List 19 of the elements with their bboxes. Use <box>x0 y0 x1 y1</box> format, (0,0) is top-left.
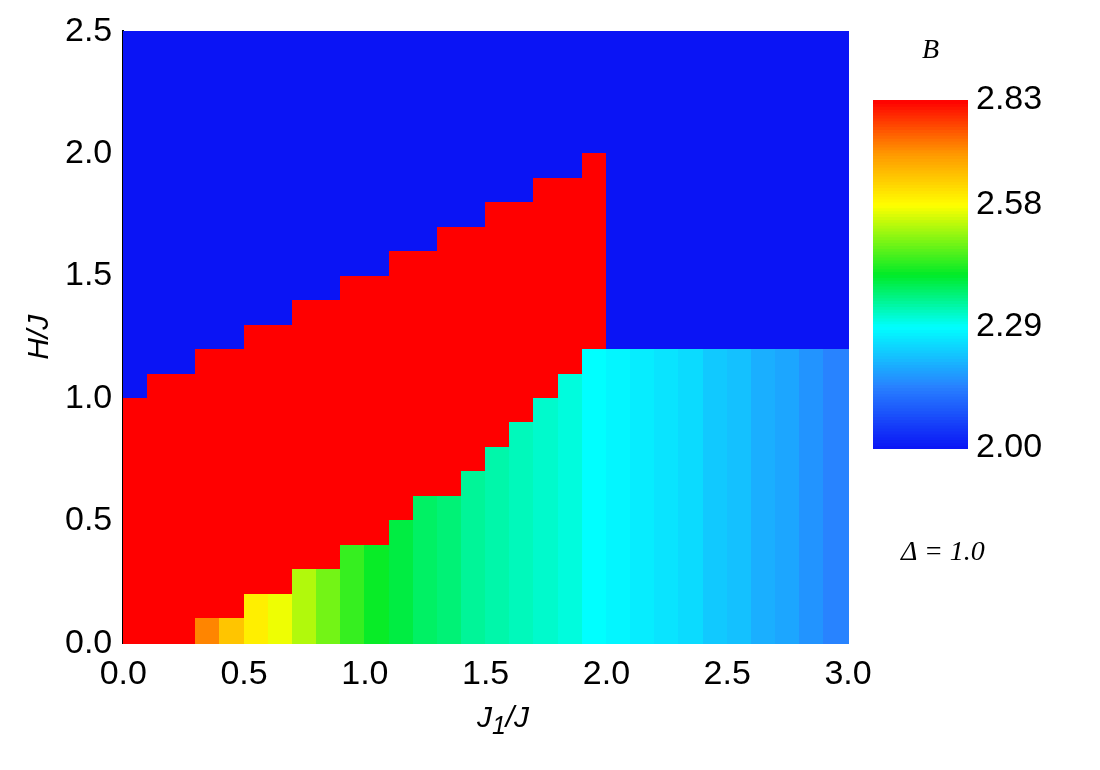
x-tick-label: 0.5 <box>220 652 268 691</box>
color-bar-label: 2.58 <box>976 183 1043 222</box>
x-tick-label: 2.5 <box>703 652 751 691</box>
x-tick-label: 3.0 <box>824 652 872 691</box>
color-bar-label: 2.00 <box>976 426 1043 465</box>
x-tick-label: 1.5 <box>462 652 510 691</box>
y-tick-label: 1.0 <box>65 376 113 415</box>
color-bar-label: 2.29 <box>976 304 1043 343</box>
y-tick-label: 2.5 <box>65 9 113 48</box>
y-tick-label: 2.0 <box>65 132 113 171</box>
color-bar-title: B <box>921 33 940 64</box>
x-axis-title: J$_{1}$/J <box>475 700 531 740</box>
y-axis-title: H/J <box>21 313 55 360</box>
x-tick-label: 2.0 <box>582 652 631 691</box>
y-tick-label: 1.5 <box>65 254 113 293</box>
color-bar-label: 2.83 <box>976 78 1043 117</box>
text: Δ = 1.0 <box>900 535 985 567</box>
y-tick-label: 0.5 <box>65 499 113 538</box>
x-tick-label: 1.0 <box>341 652 389 691</box>
